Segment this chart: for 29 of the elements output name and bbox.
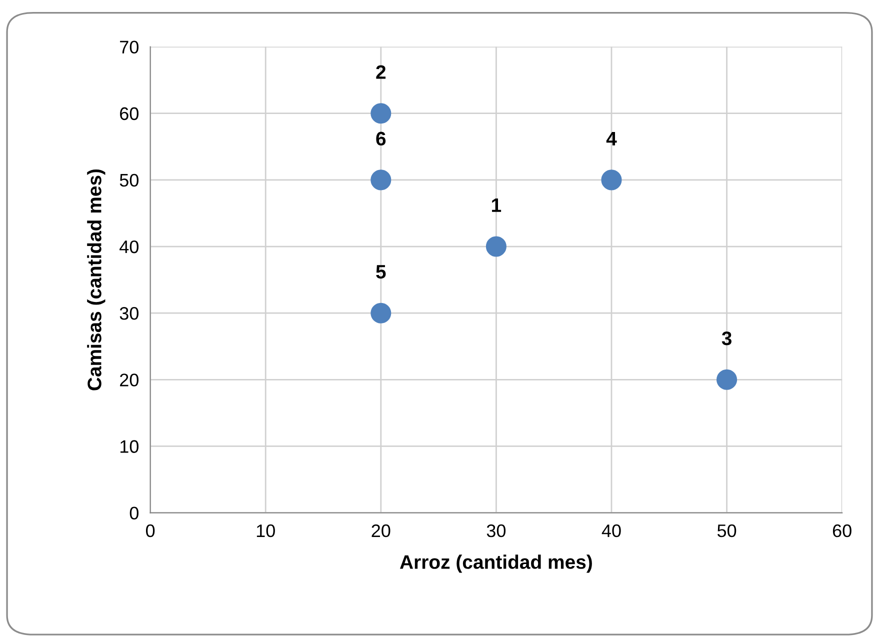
point <box>370 170 392 190</box>
point <box>716 369 738 390</box>
y-tick-label: 20 <box>120 374 138 386</box>
point <box>486 236 506 257</box>
point <box>370 302 392 324</box>
annotation: 5 <box>376 265 386 279</box>
annotation: 2 <box>376 65 386 79</box>
y-tick-label: 70 <box>120 40 138 54</box>
y-tick-label: 30 <box>120 307 138 320</box>
x-tick-label: 30 <box>486 524 506 538</box>
x-tick-label: 10 <box>256 524 275 538</box>
x-tick-label: 50 <box>717 524 736 538</box>
annotation: 1 <box>492 198 502 212</box>
y-tick-label: 50 <box>120 174 138 187</box>
y-tick-label: 10 <box>120 440 138 453</box>
y-tick-label: 40 <box>120 240 138 254</box>
y-tick-label: 0 <box>130 506 138 520</box>
x-tick-label: 0 <box>146 524 155 538</box>
x-tick-label: 60 <box>832 524 852 538</box>
annotation: 3 <box>722 331 732 346</box>
y-tick-label: 60 <box>120 107 138 120</box>
point <box>601 170 622 190</box>
x-tick-label: 20 <box>372 524 390 538</box>
y-axis-title: Camisas (cantidad mes) <box>87 169 106 390</box>
x-tick-label: 40 <box>602 524 621 538</box>
point <box>370 103 392 124</box>
annotation: 6 <box>376 132 386 146</box>
annotation: 4 <box>606 132 617 146</box>
x-axis-title: Arroz (cantidad mes) <box>400 554 592 573</box>
